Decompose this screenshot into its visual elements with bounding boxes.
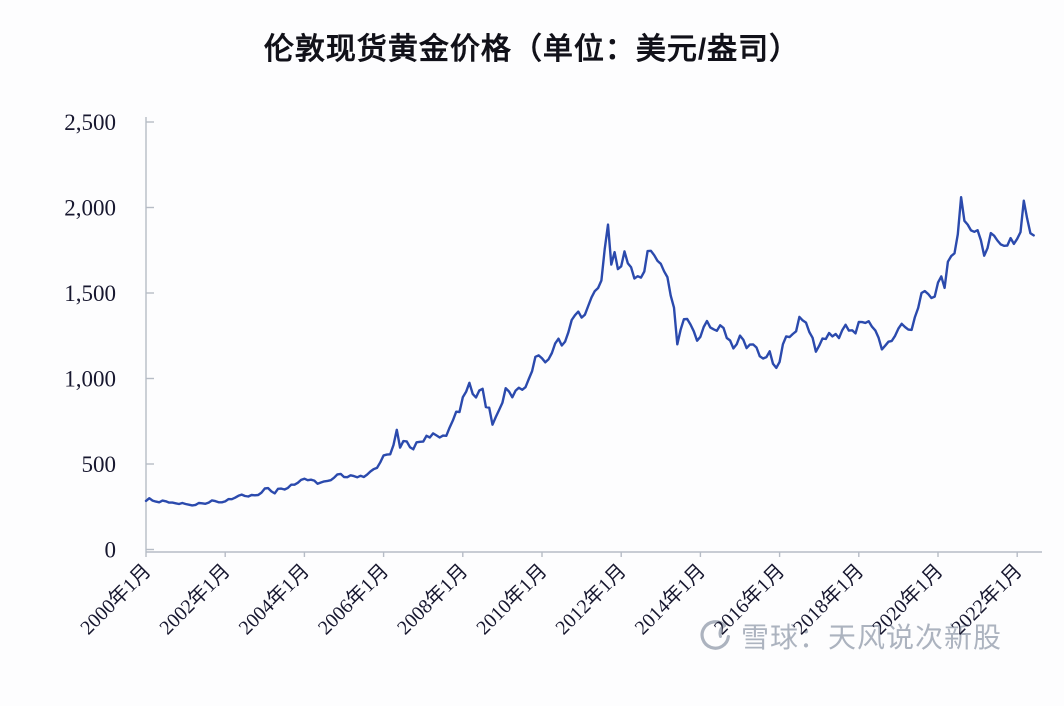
x-axis-label: 2000年1月 (76, 559, 156, 639)
x-axis-label: 2008年1月 (392, 559, 472, 639)
x-axis-label: 2014年1月 (630, 559, 710, 639)
y-axis-label: 1,000 (64, 367, 116, 392)
gold-price-series-line (144, 195, 1035, 507)
y-axis-label: 1,500 (64, 281, 116, 306)
x-axis-label: 2004年1月 (234, 559, 314, 639)
y-axis-label: 2,000 (64, 196, 116, 221)
x-axis-label: 2020年1月 (868, 559, 948, 639)
x-axis-label: 2006年1月 (313, 559, 393, 639)
y-axis-label: 0 (105, 538, 117, 563)
x-axis-label: 2002年1月 (155, 559, 235, 639)
x-axis-label: 2018年1月 (788, 559, 868, 639)
y-axis-label: 2,500 (64, 110, 116, 135)
y-axis-label: 500 (82, 452, 117, 477)
chart-title: 伦敦现货黄金价格（单位：美元/盎司） (263, 33, 801, 66)
x-axis-label: 2010年1月 (472, 559, 552, 639)
x-axis-label: 2016年1月 (709, 559, 789, 639)
watermark: 雪球：天风说次新股 (697, 616, 1002, 656)
watermark-text: 雪球：天风说次新股 (741, 622, 1003, 653)
x-axis-label: 2022年1月 (947, 559, 1027, 639)
x-axis-label: 2012年1月 (551, 559, 631, 639)
xueqiu-logo-icon (700, 620, 730, 650)
